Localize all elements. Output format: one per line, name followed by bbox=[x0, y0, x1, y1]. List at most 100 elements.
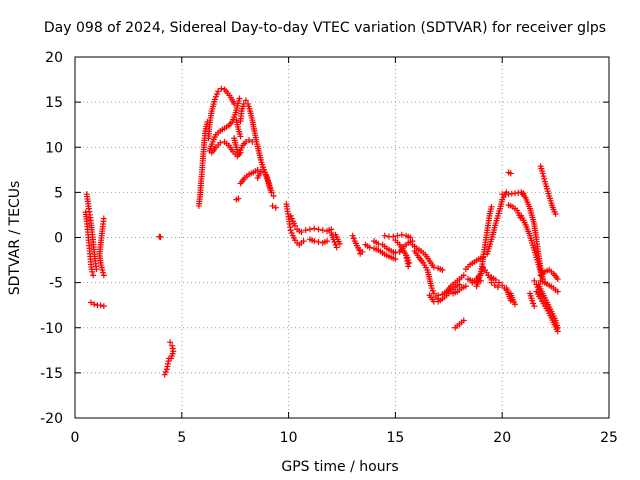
data-point bbox=[212, 93, 219, 100]
data-point bbox=[214, 91, 221, 98]
data-point bbox=[254, 166, 261, 173]
data-point bbox=[100, 272, 107, 279]
data-point bbox=[257, 168, 264, 175]
data-point bbox=[531, 303, 538, 310]
data-point bbox=[554, 276, 561, 283]
data-point bbox=[492, 276, 499, 283]
data-point bbox=[435, 292, 442, 299]
data-point bbox=[302, 227, 309, 234]
data-point bbox=[88, 299, 95, 306]
data-point bbox=[246, 137, 253, 144]
data-point bbox=[268, 189, 275, 196]
y-axis-label: SDTVAR / TECUs bbox=[7, 181, 23, 296]
y-tick-label: 10 bbox=[45, 140, 63, 156]
data-point bbox=[541, 175, 548, 182]
data-point bbox=[394, 232, 401, 239]
data-point bbox=[218, 85, 225, 92]
data-point bbox=[315, 226, 322, 233]
data-point bbox=[272, 204, 279, 211]
data-point bbox=[359, 248, 366, 255]
data-point bbox=[100, 269, 107, 276]
y-tick-label: -20 bbox=[40, 411, 63, 427]
data-point bbox=[161, 371, 168, 378]
data-point bbox=[100, 303, 107, 310]
data-point bbox=[439, 266, 446, 273]
data-point bbox=[336, 240, 343, 247]
data-point bbox=[287, 212, 294, 219]
data-point bbox=[300, 238, 307, 245]
data-point bbox=[392, 249, 399, 256]
data-point bbox=[332, 241, 339, 248]
data-point bbox=[398, 231, 405, 238]
data-point bbox=[288, 229, 295, 236]
data-point bbox=[242, 138, 249, 145]
data-point bbox=[491, 282, 498, 289]
data-point bbox=[97, 302, 104, 309]
data-point bbox=[349, 232, 356, 239]
data-point bbox=[554, 324, 561, 331]
data-point bbox=[507, 170, 514, 177]
x-tick-label: 0 bbox=[71, 430, 80, 446]
data-point bbox=[167, 339, 174, 346]
data-point bbox=[392, 256, 399, 263]
data-point bbox=[237, 133, 244, 140]
data-point bbox=[324, 238, 331, 245]
data-point bbox=[306, 226, 313, 233]
data-point bbox=[488, 279, 495, 286]
data-point bbox=[89, 268, 96, 275]
data-point bbox=[375, 240, 382, 247]
y-tick-label: 15 bbox=[45, 95, 63, 111]
data-point bbox=[530, 300, 537, 307]
x-tick-label: 10 bbox=[280, 430, 298, 446]
chart-title: Day 098 of 2024, Sidereal Day-to-day VTE… bbox=[44, 20, 606, 36]
data-point bbox=[298, 229, 305, 236]
data-point bbox=[319, 227, 326, 234]
data-point bbox=[292, 222, 299, 229]
data-point bbox=[390, 233, 397, 240]
y-tick-label: -10 bbox=[40, 321, 63, 337]
data-point bbox=[366, 244, 373, 251]
y-tick-label: 0 bbox=[54, 231, 63, 247]
data-point bbox=[494, 284, 501, 291]
x-tick-label: 20 bbox=[493, 430, 511, 446]
data-point bbox=[350, 235, 357, 242]
data-point bbox=[215, 88, 222, 95]
y-tick-label: 5 bbox=[54, 185, 63, 201]
data-point bbox=[168, 355, 175, 362]
x-tick-label: 5 bbox=[177, 430, 186, 446]
data-point bbox=[333, 244, 340, 251]
data-point bbox=[157, 234, 164, 241]
data-point bbox=[211, 96, 218, 103]
y-tick-label: 20 bbox=[45, 50, 63, 66]
data-point bbox=[539, 170, 546, 177]
data-point bbox=[531, 277, 538, 284]
data-point bbox=[460, 317, 467, 324]
data-point bbox=[429, 287, 436, 294]
x-tick-label: 25 bbox=[600, 430, 618, 446]
data-point bbox=[231, 100, 238, 107]
plot-frame bbox=[74, 56, 610, 419]
tick-labels: 0 5 10 15 20 25 -20 -15 -10 -5 0 5 10 15 20 bbox=[40, 50, 618, 446]
data-point bbox=[242, 97, 249, 104]
data-point bbox=[495, 279, 502, 286]
data-point bbox=[261, 166, 268, 173]
data-point bbox=[269, 202, 276, 209]
data-point bbox=[235, 195, 242, 202]
data-point bbox=[381, 232, 388, 239]
x-tick-label: 15 bbox=[386, 430, 404, 446]
data-point bbox=[91, 301, 98, 308]
data-point bbox=[554, 288, 561, 295]
data-point bbox=[552, 211, 559, 218]
data-point bbox=[462, 283, 469, 290]
data-point bbox=[407, 234, 414, 241]
data-point bbox=[90, 272, 97, 279]
data-point bbox=[428, 285, 435, 292]
data-point bbox=[430, 290, 437, 297]
data-point bbox=[236, 95, 243, 102]
data-point bbox=[430, 264, 437, 271]
grid-lines bbox=[75, 57, 609, 418]
data-point bbox=[217, 139, 224, 146]
data-point bbox=[405, 263, 412, 270]
data-point bbox=[259, 164, 266, 171]
